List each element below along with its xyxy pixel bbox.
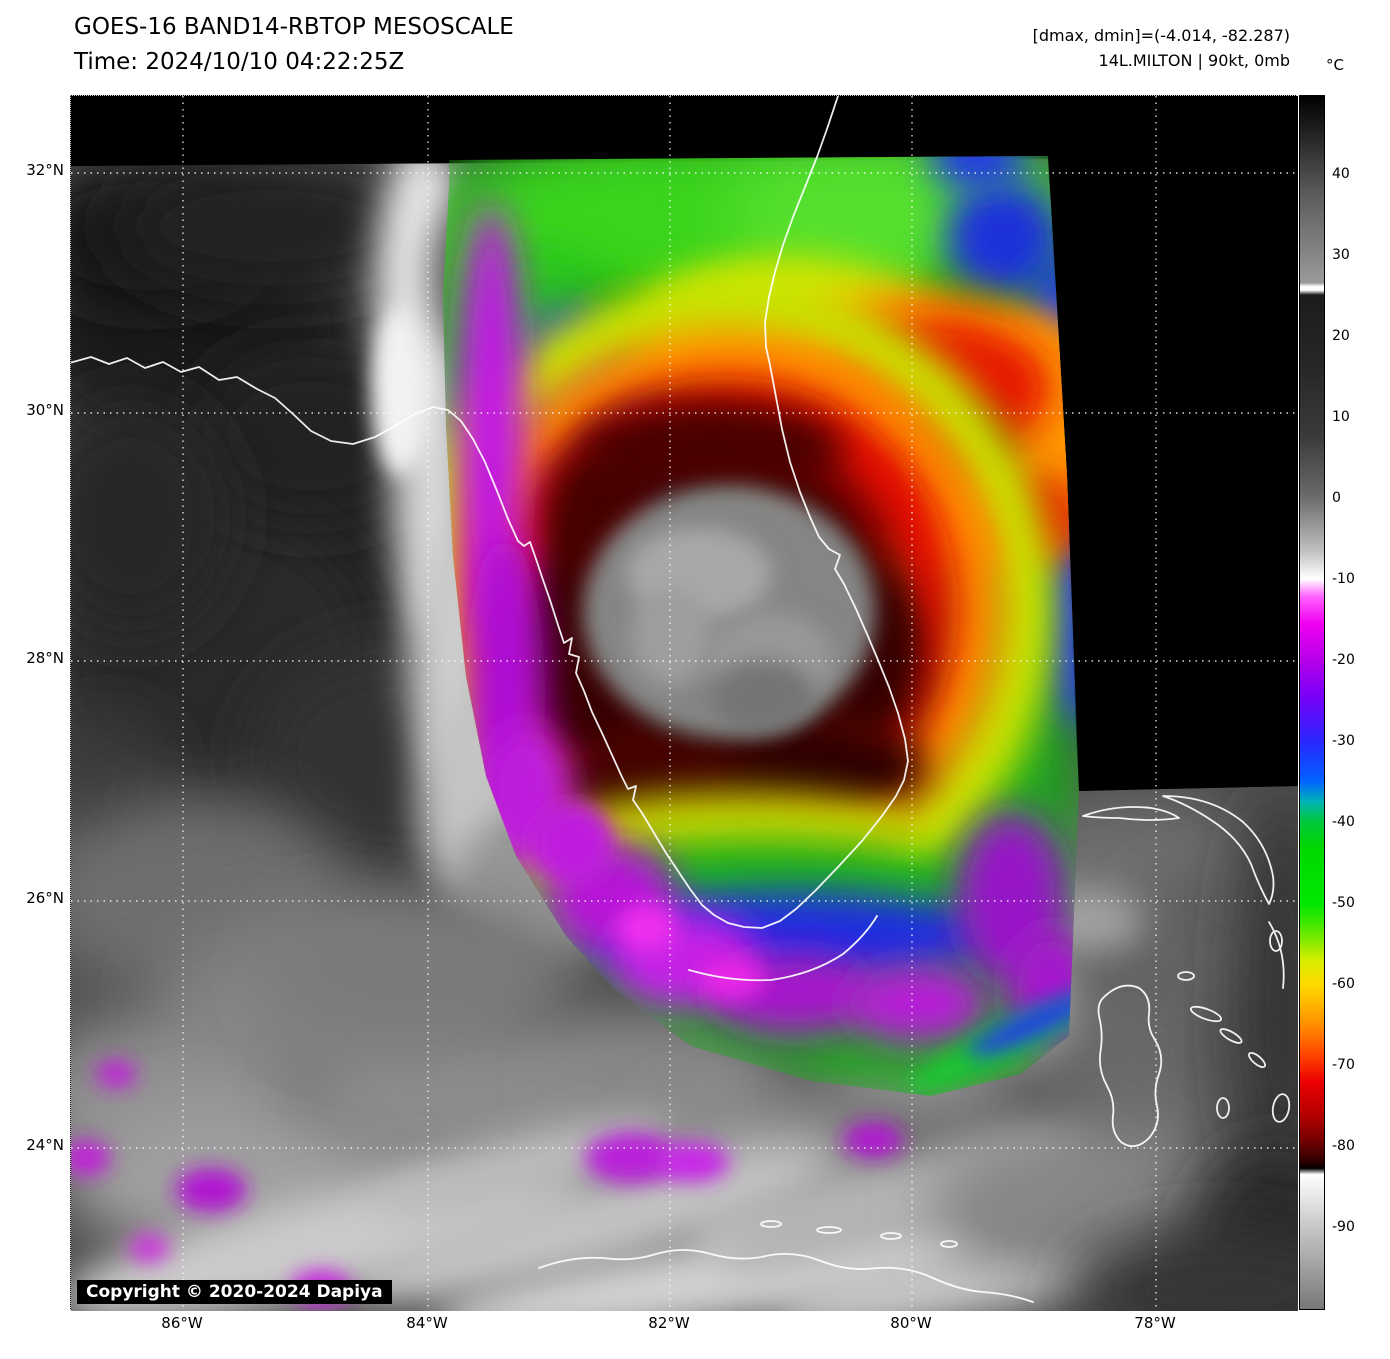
satellite-map-canvas: Copyright © 2020-2024 Dapiya <box>70 95 1298 1311</box>
colorbar-tick: -50 <box>1332 895 1355 911</box>
colorbar-tick: 30 <box>1332 247 1350 263</box>
lat-label-28n: 28°N <box>26 649 64 667</box>
lon-label-84w: 84°W <box>406 1314 448 1332</box>
lon-label-82w: 82°W <box>648 1314 690 1332</box>
lon-label-78w: 78°W <box>1134 1314 1176 1332</box>
colorbar-tick: 20 <box>1332 328 1350 344</box>
colorbar-tick: -20 <box>1332 652 1355 668</box>
colorbar-tick: 10 <box>1332 409 1350 425</box>
lat-label-32n: 32°N <box>26 161 64 179</box>
timestamp: Time: 2024/10/10 04:22:25Z <box>74 48 405 75</box>
colorbar-tick: -70 <box>1332 1057 1355 1073</box>
dmax-dmin-readout: [dmax, dmin]=(-4.014, -82.287) <box>1032 26 1290 45</box>
hurricane-color-layer <box>443 156 1079 1096</box>
colorbar-tick: -80 <box>1332 1138 1355 1154</box>
lon-label-80w: 80°W <box>890 1314 932 1332</box>
colorbar-tick: -60 <box>1332 976 1355 992</box>
colorbar-unit-label: °C <box>1326 56 1344 74</box>
colorbar-tick: -30 <box>1332 733 1355 749</box>
graticule-grid <box>71 96 1298 1311</box>
product-title: GOES-16 BAND14-RBTOP MESOSCALE <box>74 14 514 40</box>
temperature-colorbar <box>1299 95 1325 1310</box>
header-left: GOES-16 BAND14-RBTOP MESOSCALE Time: 202… <box>74 10 514 79</box>
lat-label-30n: 30°N <box>26 401 64 419</box>
lat-label-26n: 26°N <box>26 889 64 907</box>
colorbar-tick: -10 <box>1332 571 1355 587</box>
header-right: [dmax, dmin]=(-4.014, -82.287) 14L.MILTO… <box>1033 24 1290 74</box>
lat-label-24n: 24°N <box>26 1136 64 1154</box>
coastlines <box>71 96 1291 1303</box>
lon-label-86w: 86°W <box>161 1314 203 1332</box>
colorbar-tick: 40 <box>1332 166 1350 182</box>
satellite-imagery <box>71 96 1298 1311</box>
storm-info: 14L.MILTON | 90kt, 0mb <box>1098 50 1290 70</box>
colorbar-tick: -90 <box>1332 1219 1355 1235</box>
colorbar-tick: -40 <box>1332 814 1355 830</box>
colorbar-tick: 0 <box>1332 490 1341 506</box>
copyright-badge: Copyright © 2020-2024 Dapiya <box>77 1280 392 1304</box>
